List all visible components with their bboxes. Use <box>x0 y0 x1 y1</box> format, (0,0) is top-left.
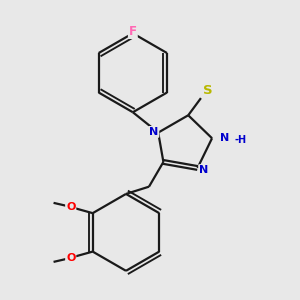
Text: N: N <box>149 127 158 137</box>
Text: -H: -H <box>234 135 247 145</box>
Text: F: F <box>129 25 137 38</box>
Text: O: O <box>66 253 75 263</box>
Text: N: N <box>220 133 230 142</box>
Text: O: O <box>66 202 75 212</box>
Text: S: S <box>203 84 213 97</box>
Text: N: N <box>199 165 208 175</box>
